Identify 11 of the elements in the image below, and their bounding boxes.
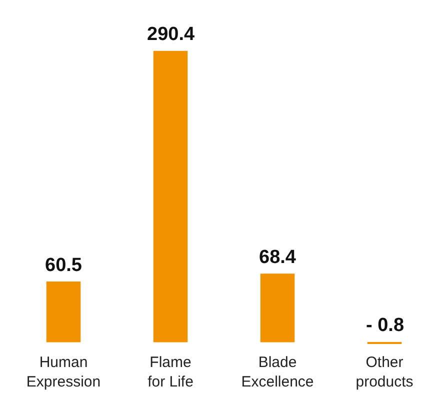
bar bbox=[153, 50, 188, 342]
x-tick-label: Blade Excellence bbox=[241, 354, 314, 390]
x-tick-label: Human Expression bbox=[26, 354, 101, 390]
bar bbox=[46, 282, 81, 342]
bar bbox=[260, 274, 295, 342]
data-label: 60.5 bbox=[45, 255, 82, 276]
data-label: 68.4 bbox=[259, 247, 296, 268]
x-tick-label: Other products bbox=[356, 354, 414, 390]
x-tick-label: Flame for Life bbox=[148, 354, 194, 390]
data-label: 290.4 bbox=[147, 24, 195, 45]
data-label: - 0.8 bbox=[366, 315, 404, 336]
